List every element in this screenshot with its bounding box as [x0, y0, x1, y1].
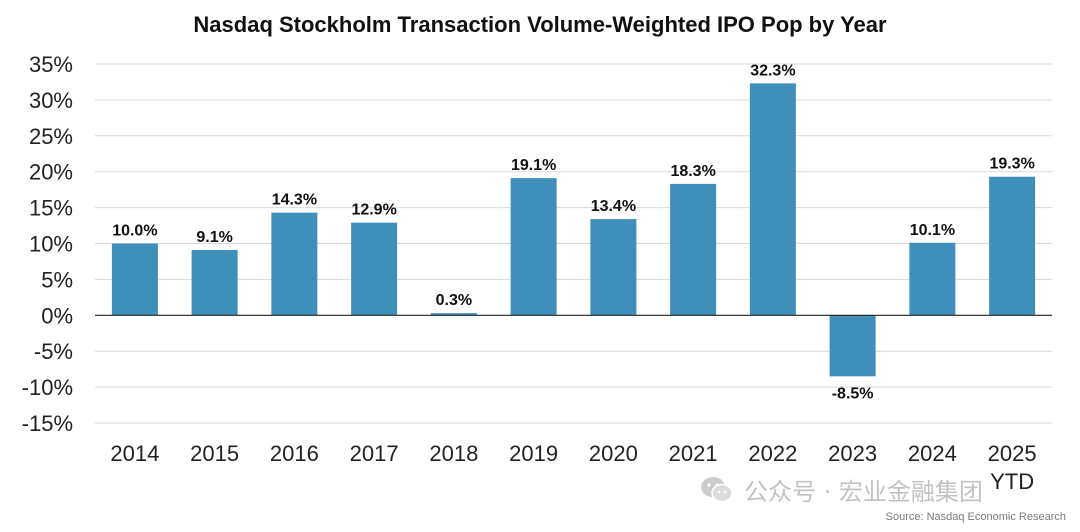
- chart-title: Nasdaq Stockholm Transaction Volume-Weig…: [193, 12, 887, 37]
- wechat-icon: [701, 476, 733, 502]
- bar-2017: [351, 222, 398, 316]
- x-tick-label: 2023: [828, 441, 877, 466]
- data-label: 19.1%: [511, 157, 556, 174]
- y-tick-label: 5%: [41, 267, 73, 292]
- x-tick-label: 2019: [509, 441, 558, 466]
- data-label: 0.3%: [436, 292, 472, 309]
- bar-2020: [590, 219, 637, 316]
- x-tick-label: 2014: [110, 441, 159, 466]
- x-tick-label: YTD: [990, 469, 1034, 494]
- y-tick-label: -10%: [22, 375, 73, 400]
- bar-2015: [191, 249, 238, 316]
- watermark-text: 公众号 · 宏业金融集团: [744, 478, 983, 506]
- data-label: 32.3%: [750, 62, 795, 79]
- data-label: 14.3%: [272, 192, 317, 209]
- x-tick-label: 2018: [429, 441, 478, 466]
- data-labels: 10.0% 9.1% 14.3% 12.9% 0.3% 19.1% 13.4% 18.3% 32…: [112, 62, 1035, 402]
- y-tick-label: 35%: [29, 52, 73, 77]
- bar-2023: [829, 315, 876, 377]
- data-label: 10.1%: [910, 222, 955, 239]
- y-tick-label: -15%: [22, 411, 73, 436]
- y-tick-label: 10%: [29, 232, 73, 257]
- bar-2021: [670, 183, 717, 316]
- data-label: 10.0%: [112, 223, 157, 240]
- bar-2025-ytd: [989, 176, 1036, 316]
- gridlines: [95, 63, 1052, 424]
- bar-2014: [111, 243, 158, 316]
- x-tick-label: 2025: [988, 441, 1037, 466]
- x-tick-label: 2017: [350, 441, 399, 466]
- x-tick-label: 2024: [908, 441, 957, 466]
- bar-2022: [749, 83, 796, 316]
- x-tick-label: 2015: [190, 441, 239, 466]
- data-label: 19.3%: [989, 156, 1034, 173]
- y-tick-label: 0%: [41, 303, 73, 328]
- x-tick-label: 2022: [748, 441, 797, 466]
- x-axis-ticks: 2014 2015 2016 2017 2018 2019 2020 2021 2022 2023…: [110, 441, 1036, 494]
- bar-2016: [271, 212, 318, 316]
- bar-2018: [430, 313, 477, 316]
- y-axis-ticks: 35% 30% 25% 20% 15% 10% 5% 0% -5% -10% -15%: [22, 52, 73, 436]
- source-note: Source: Nasdaq Economic Research: [885, 511, 1066, 523]
- x-tick-label: 2021: [669, 441, 718, 466]
- y-tick-label: 20%: [29, 160, 73, 185]
- y-tick-label: -5%: [34, 339, 73, 364]
- data-label: -8.5%: [832, 385, 874, 402]
- y-tick-label: 25%: [29, 124, 73, 149]
- y-tick-label: 30%: [29, 88, 73, 113]
- data-label: 9.1%: [196, 229, 232, 246]
- y-tick-label: 15%: [29, 196, 73, 221]
- bar-2024: [909, 242, 956, 316]
- bar-2019: [510, 178, 557, 316]
- data-label: 13.4%: [591, 198, 636, 215]
- data-label: 12.9%: [351, 202, 396, 219]
- data-label: 18.3%: [670, 163, 715, 180]
- x-tick-label: 2016: [270, 441, 319, 466]
- bars: [111, 83, 1036, 377]
- x-tick-label: 2020: [589, 441, 638, 466]
- watermark: 公众号 · 宏业金融集团: [700, 472, 983, 507]
